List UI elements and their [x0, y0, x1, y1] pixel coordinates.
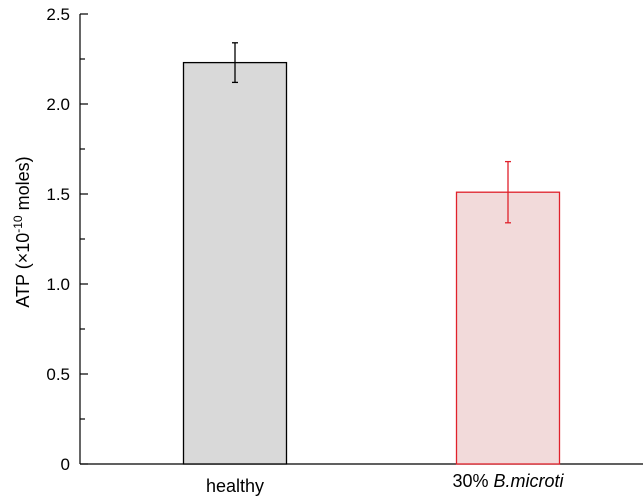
error-bars	[232, 42, 511, 224]
y-axis: 0 0.5 1.0 1.5 2.0 2.5	[46, 5, 88, 474]
bars	[182, 61, 561, 465]
category-label-1: 30% B.microti	[452, 471, 564, 491]
y-tick-label: 1.0	[46, 275, 70, 294]
y-axis-label-exponent: -10	[11, 215, 25, 233]
y-axis-label-unit: moles)	[13, 156, 33, 215]
bar-0	[182, 61, 288, 465]
category-labels: healthy 30% B.microti	[206, 471, 565, 496]
y-tick-label: 2.5	[46, 5, 70, 24]
error-bar-1	[505, 160, 511, 224]
bar-1	[455, 191, 561, 465]
y-tick-label: 1.5	[46, 185, 70, 204]
category-label-text: healthy	[206, 476, 264, 496]
y-axis-label-times: ×	[13, 253, 33, 264]
category-label-species: B.microti	[494, 471, 565, 491]
category-label-0: healthy	[206, 476, 264, 496]
error-bar-0	[232, 42, 238, 84]
category-label-text: 30%	[452, 471, 493, 491]
y-axis-label-base: 10	[13, 233, 33, 253]
y-tick-label: 2.0	[46, 95, 70, 114]
y-axis-label-main: ATP (	[13, 263, 33, 307]
y-axis-label: ATP (×10-10 moles)	[11, 156, 33, 307]
y-tick-label: 0	[61, 455, 70, 474]
y-tick-label: 0.5	[46, 365, 70, 384]
